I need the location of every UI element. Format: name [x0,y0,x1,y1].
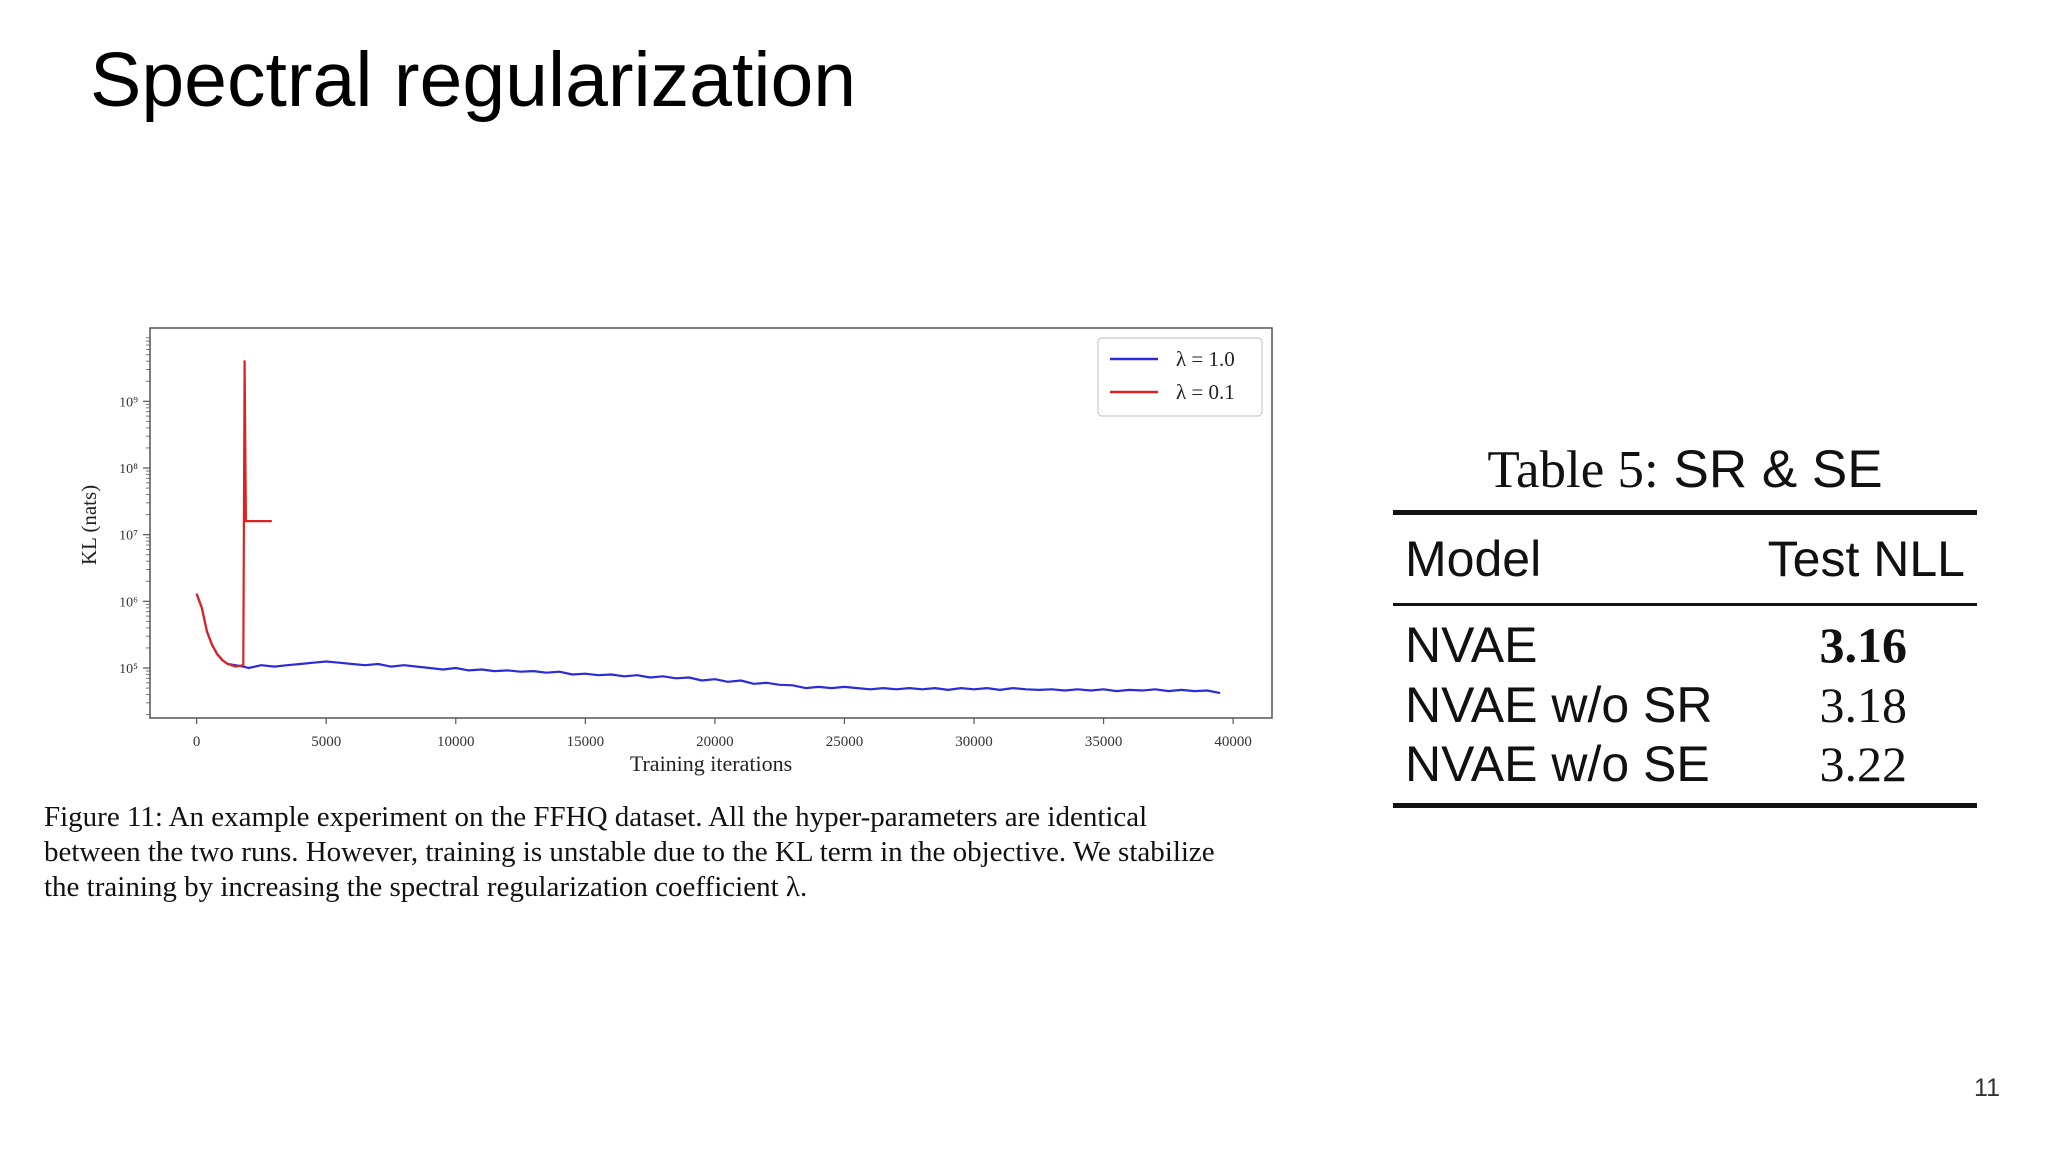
table-top-rule [1393,510,1977,515]
caption-line: between the two runs. However, training … [44,836,1215,868]
slide-title: Spectral regularization [90,37,857,123]
y-tick-label: 10⁸ [119,462,138,477]
table-cell-model: NVAE w/o SE [1405,736,1710,792]
x-tick-label: 35000 [1085,734,1123,750]
table-caption: Table 5: SR & SE [1393,430,1977,510]
y-tick-label: 10⁹ [119,395,138,410]
table-cell-model: NVAE w/o SR [1405,676,1713,733]
kl-chart: 0 5000 10000 15000 20000 25000 30000 35000 40000… [77,327,1273,776]
legend: λ = 1.0 λ = 0.1 [1097,337,1263,417]
table-header-row: Model Test NLL [1393,515,1977,603]
y-axis-label: KL (nats) [77,485,101,565]
page-number: 11 [1974,1074,2000,1102]
y-tick-label: 10⁵ [119,662,138,677]
x-tick-label: 30000 [955,734,993,750]
kl-figure: 0 5000 10000 15000 20000 25000 30000 35000 40000… [40,320,1330,920]
x-tick-label: 20000 [696,734,734,750]
legend-label-series-2: λ = 0.1 [1176,380,1235,404]
legend-box [1097,337,1263,417]
caption-line: Figure 11: An example experiment on the … [44,801,1148,833]
table-cell-model: NVAE [1405,617,1538,673]
table-row: NVAE 3.16 [1393,606,1977,674]
x-axis-label: Training iterations [630,751,792,776]
x-tick-label: 5000 [311,734,341,750]
x-tick-label: 25000 [826,734,864,750]
series-line-lambda-0-1 [195,360,272,668]
series-line-lambda-1 [195,593,1221,695]
results-table-block: Table 5: SR & SE Model Test NLL NVAE 3.1… [1393,430,1977,808]
chart-ticks: 0 5000 10000 15000 20000 25000 30000 35000 40000… [119,337,1252,750]
table-row: NVAE w/o SR 3.18 [1393,674,1977,735]
x-tick-label: 0 [193,734,201,750]
table-cell-nll: 3.22 [1819,736,1908,792]
table-bottom-rule [1393,803,1977,808]
table-caption-text: SR & SE [1673,440,1883,499]
chart-series [195,360,1221,695]
table-caption-prefix: Table 5: [1487,441,1659,499]
legend-label-series-1: λ = 1.0 [1176,347,1235,371]
x-tick-label: 10000 [437,734,475,750]
table-row: NVAE w/o SE 3.22 [1393,735,1977,803]
table-cell-nll-best: 3.16 [1819,617,1908,673]
results-table-body: NVAE 3.16 NVAE w/o SR 3.18 NVAE w/o SE 3… [1393,606,1977,803]
plot-frame [149,327,1273,719]
x-tick-label: 15000 [567,734,605,750]
figure-caption: Figure 11: An example experiment on the … [44,800,1334,905]
column-header-model: Model [1405,531,1542,587]
x-tick-label: 40000 [1214,734,1252,750]
results-table: Model Test NLL [1393,515,1977,603]
caption-line: the training by increasing the spectral … [44,871,808,903]
y-tick-label: 10⁶ [119,595,138,610]
column-header-test-nll: Test NLL [1767,531,1965,587]
y-tick-label: 10⁷ [119,529,138,544]
table-cell-nll: 3.18 [1819,676,1908,733]
table-mid-rule [1393,603,1977,606]
